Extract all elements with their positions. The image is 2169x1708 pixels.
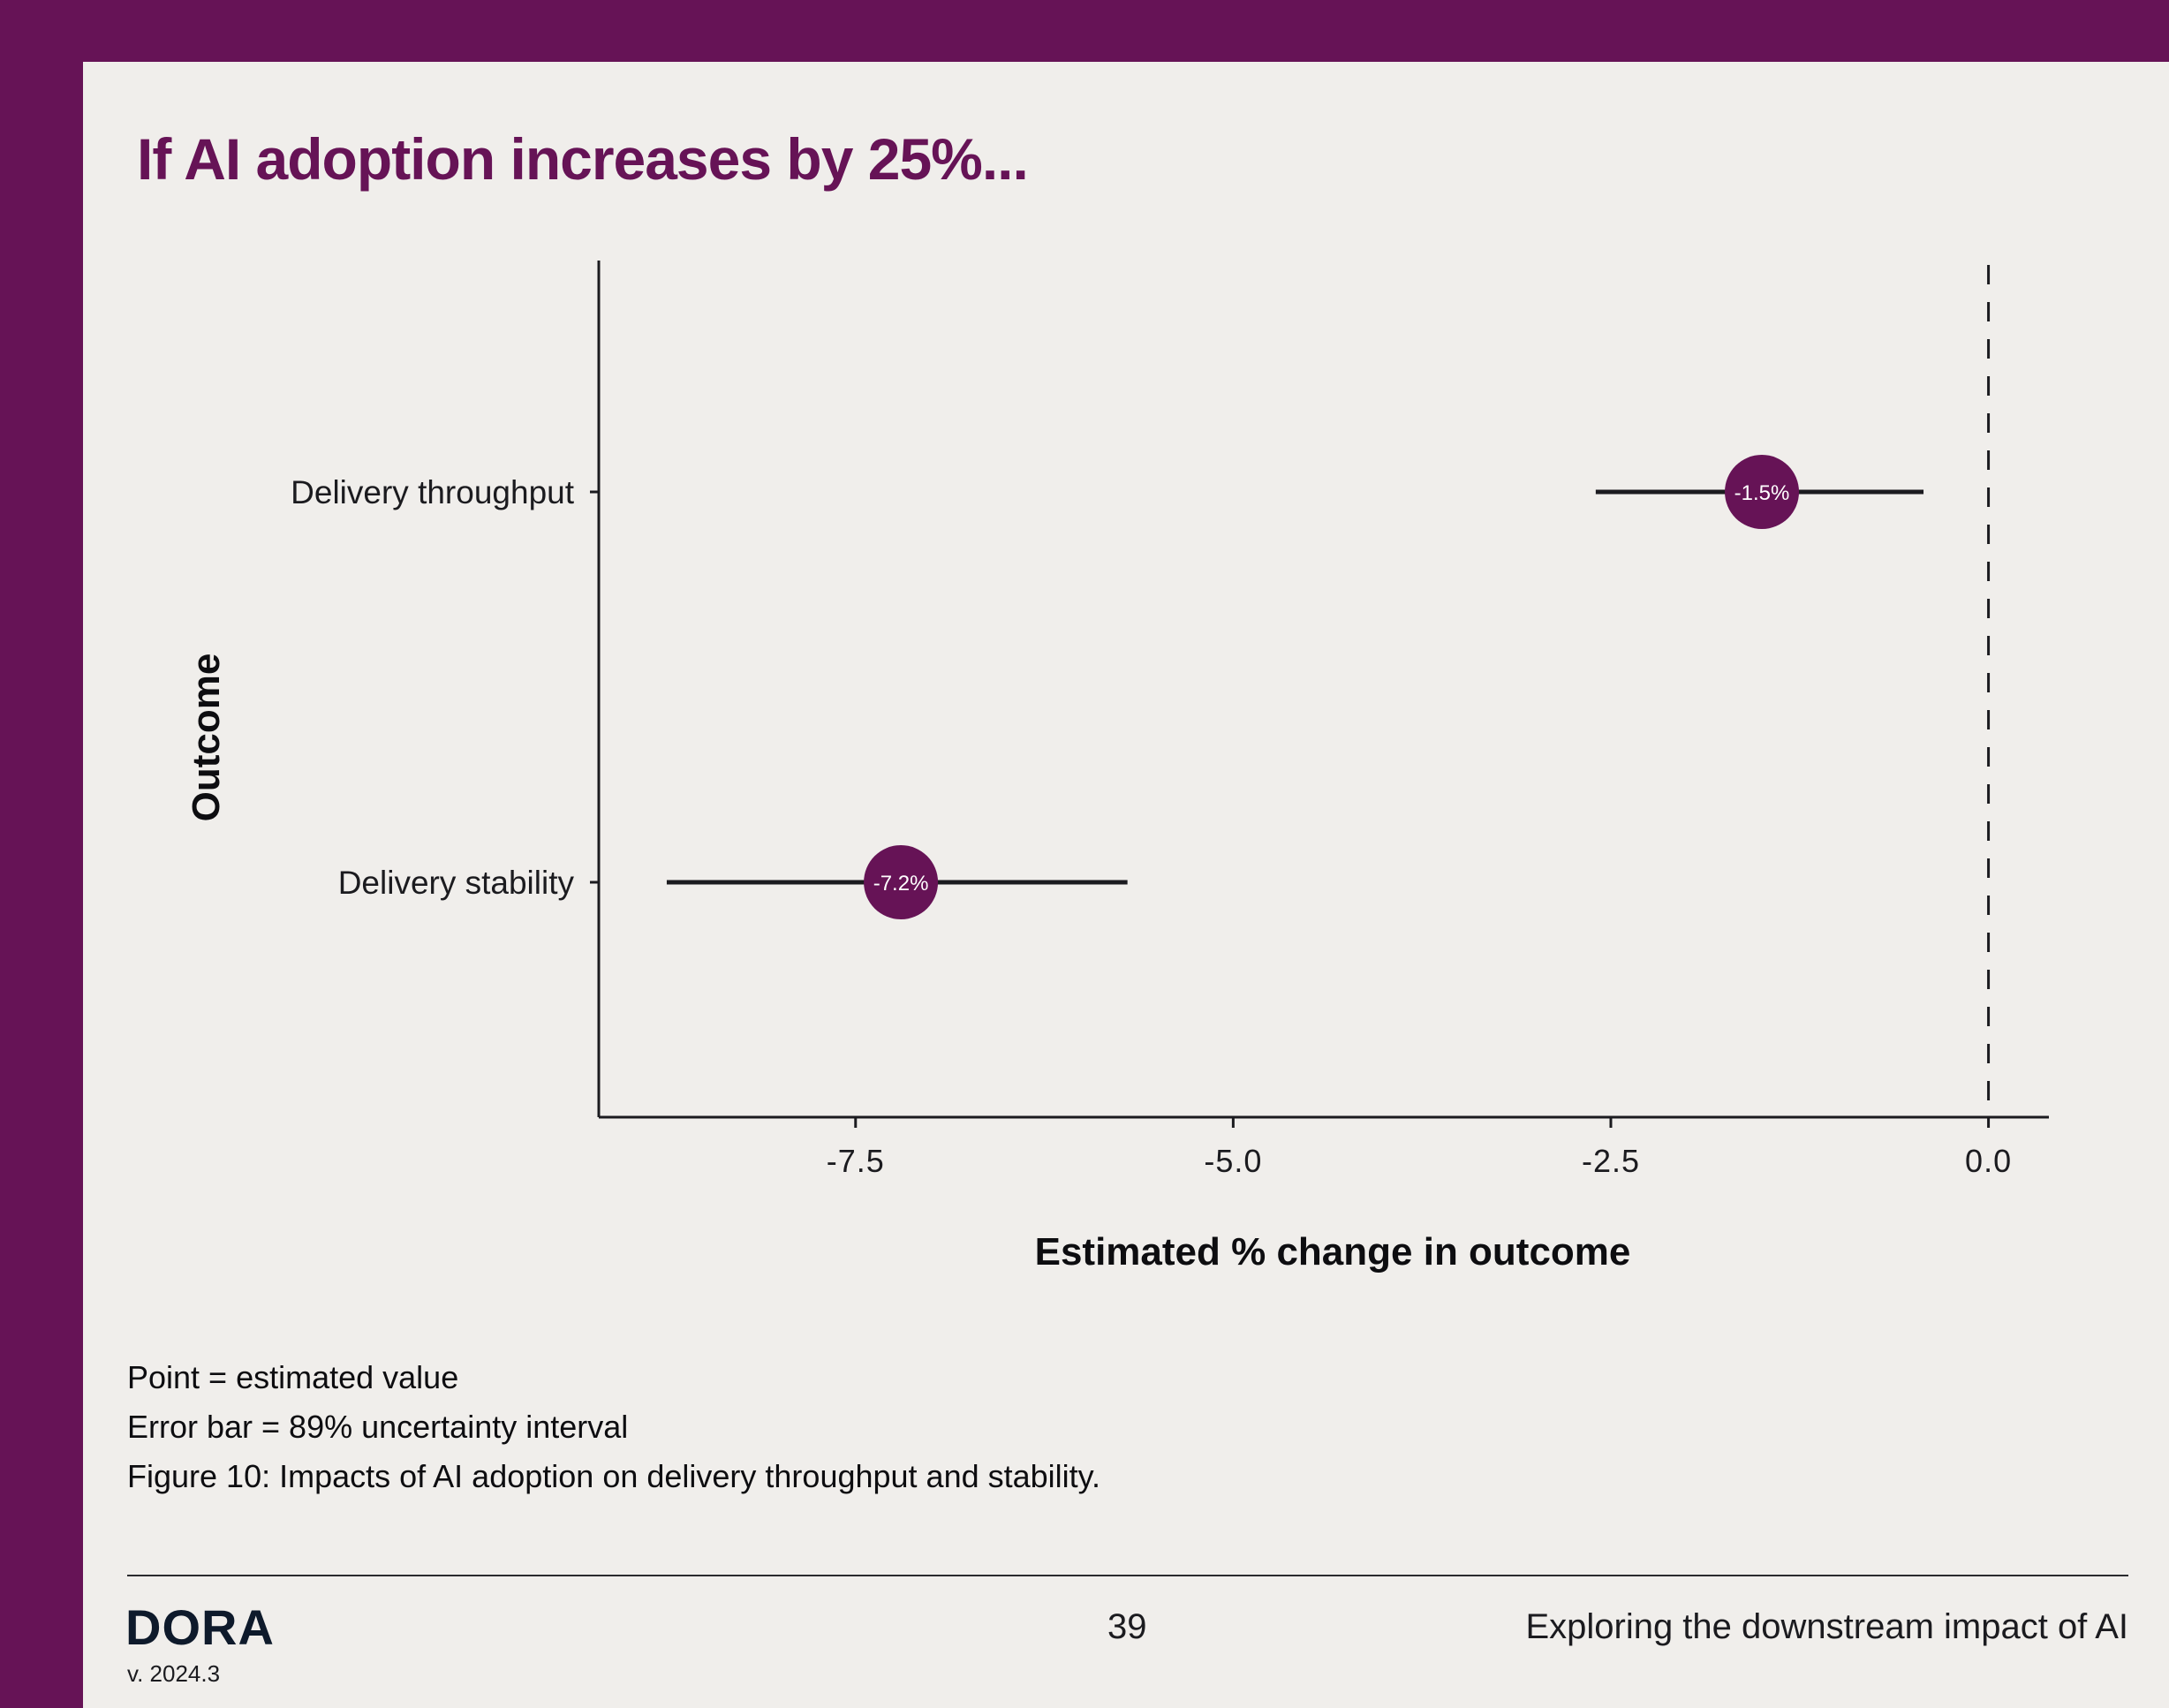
page-number: 39: [1107, 1607, 1147, 1646]
top-frame-bar: [0, 0, 2169, 62]
y-axis-title: Outcome: [185, 654, 228, 822]
estimate-point: [864, 845, 939, 919]
forest-plot: -1.5% -7.2% -7.5 -5.0 -2.5 0.0 Delivery throu…: [185, 261, 2049, 1273]
x-tick-label: -5.0: [1204, 1143, 1262, 1179]
plot-marks: -1.5% -7.2%: [666, 455, 1924, 919]
section-title: Exploring the downstream impact of AI: [1525, 1607, 2128, 1646]
axis-labels: -7.5 -5.0 -2.5 0.0 Delivery throughput Delive…: [185, 474, 2012, 1273]
dora-logo: DORA: [125, 1599, 275, 1655]
left-frame-bar: [0, 0, 83, 1708]
note-point: Point = estimated value: [127, 1359, 459, 1395]
version-label: v. 2024.3: [127, 1660, 221, 1687]
footer-divider: [127, 1575, 2128, 1576]
axes: [590, 261, 2049, 1128]
x-tick-label: -2.5: [1582, 1143, 1640, 1179]
figure-caption: Figure 10: Impacts of AI adoption on del…: [127, 1458, 1100, 1494]
figure-notes: Point = estimated value Error bar = 89% …: [127, 1353, 1100, 1501]
y-tick-label: Delivery throughput: [291, 474, 575, 510]
point-value-label: -1.5%: [1734, 481, 1790, 505]
x-axis-title: Estimated % change in outcome: [1035, 1230, 1631, 1273]
point-value-label: -7.2%: [873, 872, 929, 896]
x-tick-label: 0.0: [1965, 1143, 2012, 1179]
note-error-bar: Error bar = 89% uncertainty interval: [127, 1409, 629, 1445]
x-tick-label: -7.5: [827, 1143, 885, 1179]
estimate-point: [1725, 455, 1800, 529]
page-title: If AI adoption increases by 25%...: [137, 126, 1029, 192]
y-tick-label: Delivery stability: [338, 865, 575, 901]
